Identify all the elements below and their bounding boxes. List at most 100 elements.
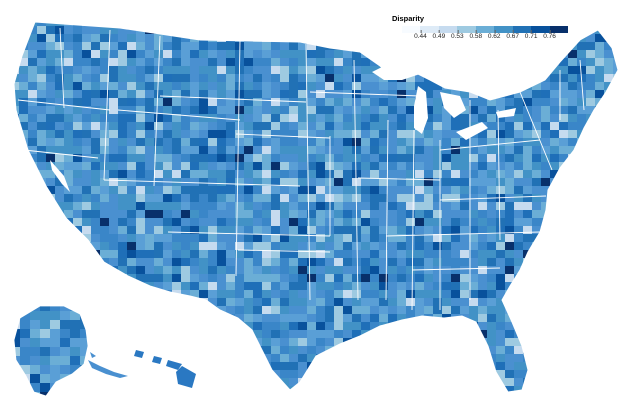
county-cell [136,130,146,139]
county-cell [100,122,110,131]
county-cell [550,170,560,179]
county-cell [613,354,618,363]
county-cell [289,274,299,283]
county-cell [460,282,470,291]
county-cell [280,210,290,219]
county-cell [154,378,164,387]
county-cell [586,202,605,211]
county-cell [73,394,82,400]
state-border [159,95,307,103]
county-cell [37,26,47,35]
county-cell [460,394,469,400]
county-cell [253,138,263,147]
county-cell [496,362,506,371]
county-cell [586,82,596,91]
county-cell [118,346,128,355]
county-cell [415,282,425,291]
county-cell [370,370,380,379]
county-cell [145,178,155,187]
county-cell [460,98,470,107]
county-cell [451,242,461,251]
county-cell [595,26,605,35]
county-cell [235,186,245,195]
county-cell [586,274,605,283]
county-cell [433,306,443,315]
county-cell [343,362,353,371]
county-cell [145,394,154,400]
county-cell [154,274,164,283]
county-cell [145,42,155,51]
county-cell [37,266,47,275]
county-cell [28,82,38,91]
county-cell [433,106,443,115]
county-cell [14,82,20,91]
county-cell [271,146,281,155]
county-cell [298,162,308,171]
county-cell [172,146,182,155]
county-cell [433,282,443,291]
county-cell [613,226,618,235]
county-cell [361,26,380,35]
county-cell [199,58,209,67]
county-cell [334,218,344,227]
county-cell [478,50,497,59]
legend-tick-label: 0.53 [451,30,464,40]
county-cell [280,162,290,171]
legend-swatch [420,26,439,33]
county-cell [415,362,434,371]
county-cell [532,154,542,163]
county-cell [442,290,452,299]
county-cell [154,266,164,275]
county-cell [64,154,74,163]
county-cell [469,338,479,347]
county-cell [60,392,71,396]
county-cell [586,194,596,203]
county-cell [181,394,190,400]
county-cell [37,282,47,291]
county-cell [568,274,578,283]
county-cell [442,258,452,267]
lake-ontario [496,108,516,118]
county-cell [64,58,74,67]
county-cell [217,106,227,115]
county-cell [244,330,254,339]
county-cell [451,394,460,400]
county-cell [82,202,92,211]
county-cell [91,98,101,107]
county-cell [28,194,47,203]
county-cell [577,106,587,115]
county-cell [586,122,605,131]
county-cell [46,250,56,259]
county-cell [352,122,362,131]
county-cell [595,314,605,323]
county-cell [208,314,218,323]
county-cell [199,394,217,400]
county-cell [163,82,173,91]
county-cell [50,347,61,357]
county-cell [172,26,182,35]
county-cell [532,330,542,339]
county-cell [145,290,164,299]
county-cell [415,130,425,139]
county-cell [424,314,434,323]
county-cell [208,242,218,251]
county-cell [406,50,425,59]
county-cell [568,258,578,267]
county-cell [478,186,488,195]
county-cell [271,138,281,147]
county-cell [397,266,407,275]
county-cell [478,378,488,387]
county-cell [181,354,200,363]
county-cell [208,378,227,387]
county-cell [586,50,596,59]
county-cell [388,210,398,219]
county-cell [577,178,587,187]
county-cell [343,66,353,75]
county-cell [523,218,533,227]
county-cell [109,130,119,139]
county-cell [145,106,155,115]
county-cell [154,34,164,43]
county-cell [469,154,479,163]
county-cell [109,34,119,43]
county-cell [460,338,470,347]
